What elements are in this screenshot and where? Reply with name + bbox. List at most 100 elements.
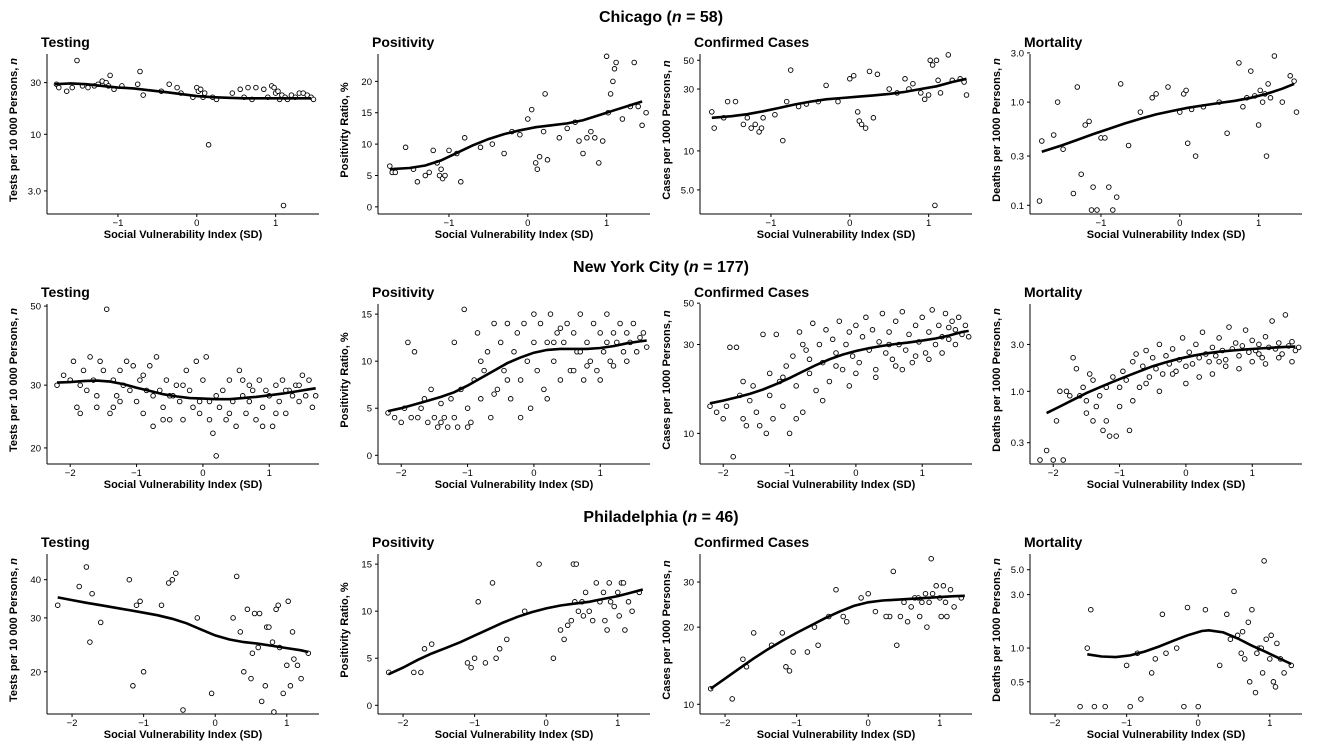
data-point (1093, 403, 1100, 410)
data-point (631, 59, 637, 66)
data-point (840, 613, 846, 620)
y-tick-label: 30 (30, 613, 41, 624)
data-point (236, 367, 243, 374)
data-point (190, 404, 196, 411)
data-point (537, 320, 544, 327)
y-tick-label: 0.3 (1011, 152, 1024, 163)
data-point (1292, 347, 1299, 354)
data-point (921, 96, 928, 103)
x-tick-label: 1 (598, 468, 603, 479)
data-point (1110, 374, 1116, 380)
data-point (942, 310, 949, 317)
data-point (140, 410, 146, 417)
data-point (1239, 628, 1246, 635)
panel-chicago-positivity: Positivity 0 5 10 15 20 −1 0 1 Social Vulnerabili… (339, 34, 650, 241)
y-tick-label: 5 (367, 171, 372, 182)
data-point (113, 393, 120, 399)
data-point (889, 356, 896, 363)
x-tick-label: 1 (615, 718, 620, 729)
data-point (1252, 689, 1259, 696)
data-point (629, 608, 635, 614)
x-axis-label: Social Vulnerability Index (SD) (435, 729, 594, 741)
data-point (173, 382, 180, 388)
panel-title: Positivity (372, 34, 434, 50)
data-point (1053, 418, 1060, 424)
y-axis-label: Positivity Ratio, % (339, 82, 351, 178)
x-tick-label: 1 (273, 218, 278, 229)
x-tick-label: 0 (847, 218, 852, 229)
data-point (1256, 341, 1262, 348)
data-point (589, 617, 596, 624)
data-point (620, 580, 627, 586)
data-point (69, 84, 75, 91)
data-point (561, 339, 567, 346)
x-tick-label: 1 (937, 718, 942, 729)
y-tick-label: 20 (361, 77, 372, 88)
data-point (262, 683, 269, 689)
data-point (1239, 343, 1246, 349)
data-point (186, 387, 193, 394)
data-point (220, 387, 226, 394)
data-point (1236, 353, 1242, 359)
panel-new-york-city-confirmed-cases: Confirmed Cases 10 30 50 −2 −1 0 1 Social Vulner… (661, 284, 972, 491)
data-point (1140, 363, 1146, 369)
data-point (1149, 95, 1155, 101)
data-point (521, 320, 527, 327)
data-point (525, 116, 531, 122)
data-point (280, 690, 286, 697)
data-point (576, 138, 582, 144)
data-point (1268, 632, 1274, 639)
x-tick-label: −2 (67, 718, 78, 729)
data-point (481, 367, 487, 374)
x-tick-label: 0 (1196, 718, 1201, 729)
data-point (497, 339, 504, 346)
data-point (551, 358, 557, 364)
data-point (570, 330, 577, 336)
y-axis-label: Cases per 1000 Persons, n (661, 310, 673, 450)
data-point (639, 122, 645, 129)
data-point (550, 655, 557, 661)
data-point (275, 602, 281, 608)
data-point (458, 179, 464, 185)
data-point (813, 387, 819, 394)
data-point (1202, 606, 1209, 613)
data-point (610, 363, 617, 369)
data-point (411, 349, 418, 355)
panel-chicago-confirmed-cases: Confirmed Cases 5.0 10 30 50 −1 0 1 Social Vulne… (661, 34, 972, 241)
data-point (933, 583, 939, 589)
data-point (1287, 73, 1293, 79)
data-point (1088, 606, 1094, 613)
data-point (1240, 104, 1246, 110)
panel-title: Testing (41, 34, 90, 50)
data-point (210, 430, 216, 436)
data-point (643, 344, 650, 350)
x-axis-label: Social Vulnerability Index (SD) (1087, 729, 1246, 741)
data-point (637, 334, 643, 341)
data-point (1086, 371, 1093, 377)
data-point (246, 382, 253, 388)
data-point (919, 314, 925, 321)
data-point (428, 641, 435, 647)
data-point (783, 664, 789, 670)
data-point (299, 372, 306, 378)
data-point (1242, 327, 1249, 333)
data-point (402, 144, 409, 151)
data-point (249, 650, 256, 656)
data-point (1113, 194, 1120, 200)
data-point (544, 396, 550, 402)
data-point (387, 163, 393, 169)
data-point (441, 414, 448, 421)
data-point (853, 322, 859, 329)
data-point (310, 96, 317, 103)
data-point (713, 409, 720, 415)
data-point (1120, 368, 1126, 375)
data-point (405, 339, 411, 346)
data-point (514, 330, 521, 336)
data-point (1249, 358, 1255, 365)
data-point (575, 608, 582, 614)
data-point (249, 387, 256, 394)
data-point (233, 423, 239, 430)
data-point (928, 555, 934, 562)
x-tick-label: 1 (1250, 468, 1255, 479)
data-point (947, 586, 954, 593)
